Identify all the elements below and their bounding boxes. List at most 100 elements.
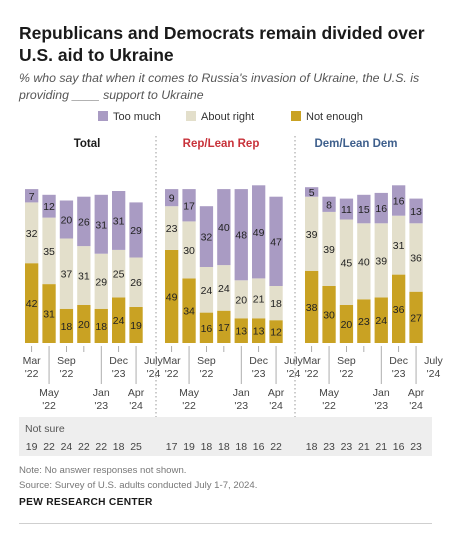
- data-label-about-right: 39: [375, 255, 387, 267]
- data-label-too-much: 13: [410, 206, 422, 218]
- x-tick-label: Sep: [197, 355, 216, 367]
- not-sure-label: Not sure: [25, 423, 65, 435]
- not-sure-value: 22: [95, 441, 107, 453]
- bar-not-enough: [322, 286, 336, 343]
- data-label-about-right: 29: [95, 276, 107, 288]
- not-sure-value: 21: [375, 441, 387, 453]
- data-label-about-right: 32: [26, 228, 38, 240]
- data-label-too-much: 48: [235, 230, 247, 242]
- bar-too-much: [77, 196, 91, 247]
- bar-not-enough: [182, 278, 196, 343]
- data-label-not-enough: 42: [26, 298, 38, 310]
- bar-too-much: [357, 194, 371, 224]
- data-label-too-much: 9: [169, 193, 175, 205]
- bar-about-right: [409, 223, 423, 292]
- data-label-too-much: 12: [43, 201, 55, 213]
- x-tick-label: '23: [234, 400, 248, 412]
- legend-swatch-1: [186, 111, 196, 121]
- bar-about-right: [234, 280, 248, 319]
- bottom-divider: [19, 523, 432, 524]
- data-label-not-enough: 13: [235, 326, 247, 338]
- data-label-too-much: 29: [130, 225, 142, 237]
- data-label-about-right: 31: [393, 240, 405, 252]
- x-tick-label: May: [39, 387, 60, 399]
- bar-too-much: [392, 185, 406, 216]
- bar-too-much: [269, 196, 283, 286]
- x-tick-label: Dec: [389, 355, 408, 367]
- x-tick-label: '24: [147, 368, 161, 380]
- bar-not-enough: [252, 318, 266, 343]
- bar-not-enough: [165, 249, 179, 343]
- data-label-too-much: 40: [218, 222, 230, 234]
- bar-not-enough: [305, 270, 319, 343]
- data-label-not-enough: 27: [410, 312, 422, 324]
- bar-about-right: [305, 196, 319, 271]
- x-tick-label: '24: [287, 368, 301, 380]
- data-label-too-much: 31: [95, 219, 107, 231]
- bar-not-enough: [339, 305, 354, 343]
- data-label-about-right: 39: [323, 244, 335, 256]
- bar-about-right: [322, 211, 336, 286]
- not-sure-value: 18: [218, 441, 230, 453]
- bar-about-right: [129, 257, 143, 307]
- bar-too-much: [305, 187, 319, 197]
- x-tick-label: '22: [42, 400, 56, 412]
- x-tick-label: '24: [409, 400, 423, 412]
- bar-not-enough: [217, 310, 231, 343]
- x-tick-label: July: [144, 355, 163, 367]
- data-label-not-enough: 49: [166, 291, 178, 303]
- legend-swatch-0: [98, 111, 108, 121]
- data-label-not-enough: 34: [183, 306, 195, 318]
- bar-about-right: [59, 238, 74, 309]
- bar-not-enough: [77, 305, 91, 343]
- bar-too-much: [339, 198, 354, 220]
- not-sure-value: 19: [26, 441, 38, 453]
- data-label-about-right: 25: [113, 269, 125, 281]
- not-sure-value: 22: [78, 441, 90, 453]
- data-label-about-right: 18: [270, 298, 282, 310]
- data-label-too-much: 16: [393, 196, 405, 208]
- bar-not-enough: [112, 297, 126, 343]
- bar-too-much: [409, 198, 423, 224]
- bar-about-right: [217, 265, 231, 311]
- bar-not-enough: [199, 312, 214, 343]
- data-label-not-enough: 18: [95, 321, 107, 333]
- bar-about-right: [252, 278, 266, 319]
- bar-too-much: [234, 189, 248, 281]
- x-tick-label: Jan: [373, 387, 390, 399]
- bar-too-much: [59, 200, 74, 239]
- bar-about-right: [165, 206, 179, 250]
- data-label-too-much: 17: [183, 200, 195, 212]
- panel-title-2: Dem/Lean Dem: [314, 138, 397, 150]
- x-tick-label: Sep: [337, 355, 356, 367]
- x-tick-label: '23: [392, 368, 406, 380]
- not-sure-value: 17: [166, 441, 178, 453]
- data-label-not-enough: 16: [201, 323, 213, 335]
- data-label-too-much: 8: [326, 199, 332, 211]
- not-sure-value: 18: [113, 441, 125, 453]
- bar-not-enough: [357, 299, 371, 343]
- data-label-about-right: 40: [358, 256, 370, 268]
- not-sure-value: 25: [130, 441, 142, 453]
- panel-title-1: Rep/Lean Rep: [183, 138, 260, 150]
- bar-about-right: [392, 215, 406, 275]
- data-label-too-much: 32: [201, 232, 213, 244]
- bar-too-much: [94, 194, 108, 254]
- data-label-about-right: 30: [183, 245, 195, 257]
- x-tick-label: '24: [129, 400, 143, 412]
- not-sure-value: 22: [43, 441, 55, 453]
- bar-about-right: [77, 246, 91, 305]
- data-label-about-right: 37: [61, 269, 73, 281]
- data-label-about-right: 35: [43, 246, 55, 258]
- data-label-not-enough: 30: [323, 310, 335, 322]
- x-tick-label: '22: [60, 368, 74, 380]
- bar-too-much: [182, 189, 196, 222]
- data-label-too-much: 7: [29, 191, 35, 203]
- data-label-too-much: 16: [375, 203, 387, 215]
- data-label-not-enough: 38: [306, 302, 318, 314]
- chart-subtitle: % who say that when it comes to Russia's…: [19, 71, 420, 102]
- data-label-about-right: 45: [341, 257, 353, 269]
- not-sure-value: 18: [306, 441, 318, 453]
- bar-about-right: [199, 267, 214, 313]
